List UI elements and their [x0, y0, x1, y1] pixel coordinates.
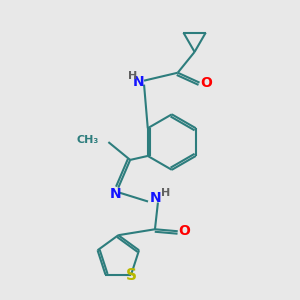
Text: N: N [150, 190, 162, 205]
Text: H: H [128, 71, 137, 81]
Text: N: N [132, 75, 144, 88]
Text: H: H [161, 188, 170, 198]
Text: CH₃: CH₃ [76, 135, 98, 145]
Text: N: N [110, 187, 121, 201]
Text: S: S [126, 268, 136, 283]
Text: O: O [179, 224, 190, 238]
Text: O: O [200, 76, 212, 90]
